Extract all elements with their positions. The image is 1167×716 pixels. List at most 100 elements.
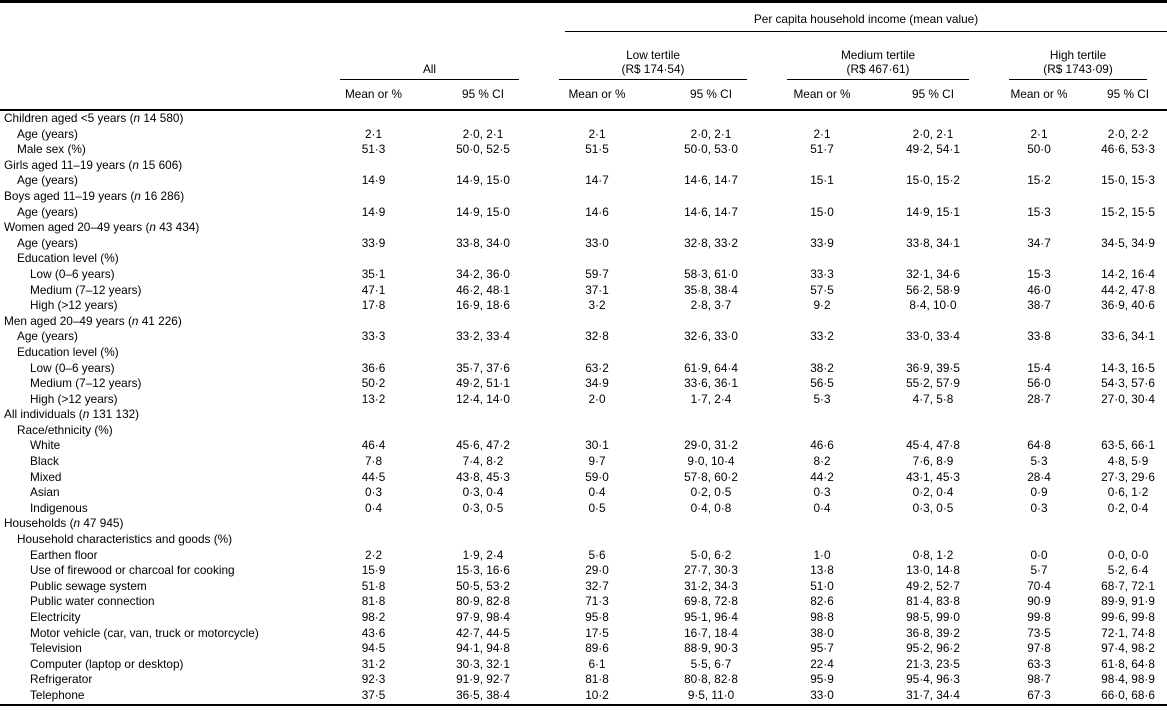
group-sublabel: (R$ 467·61) — [846, 62, 910, 76]
mean-cell: 38·2 — [810, 360, 834, 375]
ci-cell: 0·2, 0·4 — [912, 485, 954, 500]
mean-cell — [989, 532, 1089, 548]
ci-cell: 35·7, 37·6 — [456, 360, 510, 375]
mean-cell — [989, 516, 1089, 532]
mean-cell: 33·2 — [810, 329, 834, 344]
mean-cell: 33·0 — [810, 687, 834, 702]
ci-cell: 95·4, 96·3 — [906, 672, 960, 687]
mean-cell — [539, 220, 655, 236]
ci-cell: 94·1, 94·8 — [456, 641, 510, 656]
ci-cell: 14·9, 15·0 — [456, 173, 510, 188]
table-row: Mixed 44·5 43·8, 45·3 59·0 57·8, 60·2 44·2 43·… — [0, 470, 1167, 486]
ci-cell — [655, 532, 767, 548]
mean-cell: 10·2 — [585, 687, 609, 702]
ci-cell: 33·8, 34·1 — [906, 235, 960, 250]
ci-cell: 31·7, 34·4 — [906, 687, 960, 702]
table-row: Electricity 98·2 97·9, 98·4 95·8 95·1, 96·4 9… — [0, 610, 1167, 626]
mean-cell — [320, 532, 427, 548]
mean-cell: 63·2 — [585, 360, 609, 375]
mean-cell — [989, 345, 1089, 361]
header-row-span: Per capita household income (mean value) — [0, 2, 1167, 32]
row-label: Women aged 20–49 years (n 43 434) — [4, 220, 200, 235]
table-row: Refrigerator 92·3 91·9, 92·7 81·8 80·8, 82·8… — [0, 672, 1167, 688]
table-row: Public water connection 81·8 80·9, 82·8 71·… — [0, 594, 1167, 610]
ci-cell: 2·0, 2·1 — [690, 126, 732, 141]
ci-cell: 80·8, 82·8 — [684, 672, 738, 687]
table-row: Motor vehicle (car, van, truck or motorc… — [0, 626, 1167, 642]
mean-cell: 50·0 — [1027, 142, 1051, 157]
ci-cell — [1089, 110, 1167, 127]
mean-cell: 31·2 — [361, 656, 386, 671]
section-row: Women aged 20–49 years (n 43 434) — [0, 220, 1167, 236]
mean-cell — [767, 189, 877, 205]
ci-cell: 5·0, 6·2 — [690, 547, 732, 562]
mean-cell: 9·7 — [588, 454, 606, 469]
mean-cell: 95·8 — [585, 610, 609, 624]
mean-cell: 95·9 — [810, 672, 834, 687]
mean-cell — [767, 110, 877, 127]
ci-cell: 33·0, 33·4 — [906, 329, 960, 344]
col-header-mean: Mean or % — [989, 80, 1089, 111]
ci-cell: 7·4, 8·2 — [462, 454, 504, 469]
table-row: Male sex (%) 51·3 50·0, 52·5 51·5 50·0, 53·0… — [0, 142, 1167, 158]
ci-cell: 0·2, 0·5 — [690, 485, 732, 500]
ci-cell: 15·3, 16·6 — [456, 563, 510, 578]
mean-cell: 67·3 — [1027, 687, 1051, 702]
mean-cell: 2·1 — [588, 126, 606, 141]
mean-cell — [539, 158, 655, 174]
ci-cell: 30·3, 32·1 — [456, 656, 510, 671]
col-group-high-tertile: High tertile (R$ 1743·09) — [989, 32, 1167, 80]
mean-cell: 90·9 — [1027, 594, 1051, 609]
ci-cell — [877, 251, 989, 267]
mean-cell: 98·2 — [361, 610, 386, 624]
n-symbol: n — [131, 313, 139, 328]
ci-cell: 9·0, 10·4 — [687, 454, 735, 469]
row-label: Medium (7–12 years) — [30, 282, 142, 297]
header-group-title: Per capita household income (mean value) — [565, 3, 1167, 32]
mean-cell: 33·9 — [361, 235, 386, 250]
section-row: Boys aged 11–19 years (n 16 286) — [0, 189, 1167, 205]
ci-cell — [877, 220, 989, 236]
table-row: Indigenous 0·4 0·3, 0·5 0·5 0·4, 0·8 0·4 0·3, … — [0, 501, 1167, 517]
ci-cell: 34·2, 36·0 — [456, 266, 510, 281]
ci-cell: 32·8, 33·2 — [684, 235, 738, 250]
row-label: Household characteristics and goods (%) — [17, 532, 233, 547]
row-label: Girls aged 11–19 years (n 15 606) — [4, 157, 183, 172]
mean-cell: 81·8 — [361, 594, 386, 609]
mean-cell — [320, 516, 427, 532]
section-row: Households (n 47 945) — [0, 516, 1167, 532]
ci-cell: 34·5, 34·9 — [1101, 235, 1155, 250]
ci-cell: 0·3, 0·4 — [462, 485, 504, 500]
ci-cell — [427, 220, 539, 236]
mean-cell: 98·7 — [1027, 672, 1051, 687]
ci-cell: 15·2, 15·5 — [1101, 204, 1155, 219]
table-row: High (>12 years) 17·8 16·9, 18·6 3·2 2·8, 3·… — [0, 298, 1167, 314]
mean-cell: 28·4 — [1027, 469, 1051, 484]
ci-cell: 12·4, 14·0 — [456, 391, 510, 406]
ci-cell: 61·8, 64·8 — [1101, 656, 1155, 671]
ci-cell: 9·5, 11·0 — [687, 687, 735, 702]
mean-cell: 33·3 — [810, 266, 834, 281]
ci-cell — [877, 532, 989, 548]
mean-cell: 17·5 — [585, 625, 609, 640]
mean-cell: 51·3 — [361, 142, 386, 157]
mean-cell: 63·3 — [1027, 656, 1051, 671]
table-row: White 46·4 45·6, 47·2 30·1 29·0, 31·2 46·6 45·… — [0, 438, 1167, 454]
table-row: Medium (7–12 years) 50·2 49·2, 51·1 34·9 33·… — [0, 376, 1167, 392]
ci-cell: 58·3, 61·0 — [684, 266, 738, 281]
mean-cell: 38·0 — [810, 625, 834, 640]
row-label: Age (years) — [17, 235, 78, 250]
mean-cell: 33·9 — [810, 235, 834, 250]
col-header-ci: 95 % CI — [877, 80, 989, 111]
row-label: Computer (laptop or desktop) — [30, 656, 184, 671]
ci-cell: 15·0, 15·2 — [906, 173, 960, 188]
ci-cell: 44·2, 47·8 — [1101, 282, 1155, 297]
group-label: All — [422, 62, 437, 76]
ci-cell — [655, 189, 767, 205]
mean-cell: 5·6 — [588, 547, 606, 562]
header-empty-cell — [0, 32, 320, 80]
n-symbol: n — [149, 220, 156, 235]
row-label: High (>12 years) — [30, 298, 118, 313]
mean-cell: 38·7 — [1027, 298, 1051, 313]
mean-cell — [767, 314, 877, 330]
